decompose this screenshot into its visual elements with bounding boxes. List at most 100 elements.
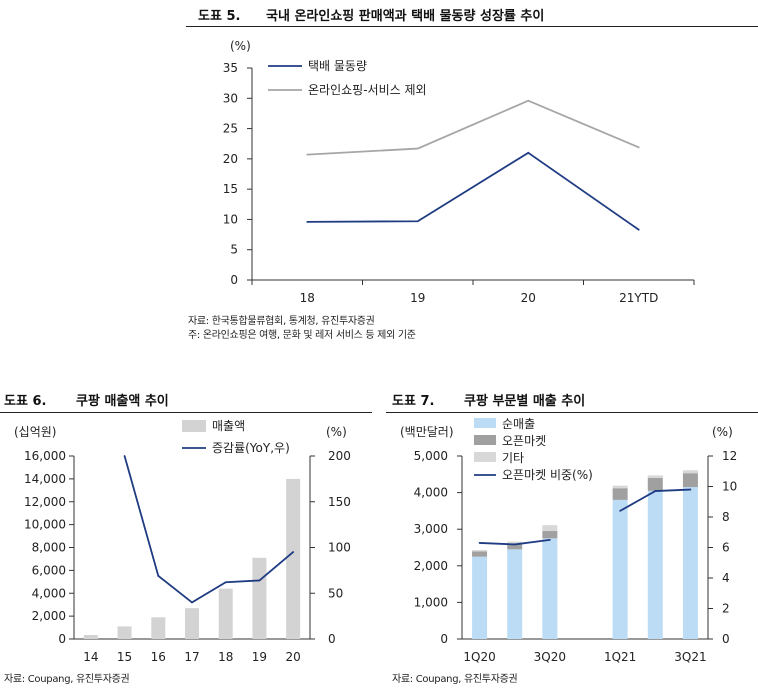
- fig6-x-tick-label: 16: [151, 650, 166, 664]
- fig5-x-tick-label: 19: [410, 291, 425, 305]
- fig5-data-point: [416, 147, 419, 150]
- fig7-share-point: [548, 538, 551, 541]
- fig7-legend-swatch: [474, 435, 496, 445]
- fig7-right-tick-label: 6: [722, 541, 730, 555]
- fig6-bar: [151, 617, 166, 639]
- fig7-left-tick-label: 0: [440, 632, 448, 646]
- fig7-bar-segment: [542, 531, 558, 539]
- fig7-right-tick-label: 4: [722, 571, 730, 585]
- fig5-x-tick-label: 18: [300, 291, 315, 305]
- fig7-bar-segment: [542, 538, 558, 639]
- fig5-title: 국내 온라인쇼핑 판매액과 택배 물동량 성장률 추이: [266, 9, 545, 24]
- fig7-legend-swatch: [474, 452, 496, 462]
- fig5-chart: (%) 0 5 10 15 20 25 30 35 18 19 20 21YTD 택배 물동량온라인쇼핑-…: [223, 39, 695, 305]
- fig7-bar-segment: [682, 473, 698, 488]
- fig5-data-point: [306, 220, 309, 223]
- fig6-x-tick-label: 14: [83, 650, 98, 664]
- fig6-legend-line-label: 증감률(YoY,우): [212, 441, 290, 455]
- fig5-y-tick-label: 25: [223, 122, 238, 136]
- fig5-note: 주: 온라인쇼핑은 여행, 문화 및 레저 서비스 등 제외 기준: [188, 330, 416, 341]
- fig7-left-tick-label: 2,000: [414, 559, 448, 573]
- fig7-left-tick-label: 5,000: [414, 449, 448, 463]
- fig7-bar-segment: [507, 543, 523, 550]
- fig6-left-tick-label: 10,000: [24, 518, 66, 532]
- fig7-legend-label: 기타: [502, 451, 524, 465]
- fig5-y-axis-label: (%): [230, 39, 251, 53]
- fig7-x-tick-label: 3Q21: [674, 650, 706, 664]
- fig6-right-axis-label: (%): [326, 425, 347, 439]
- fig5-series-line-0: [307, 151, 640, 231]
- fig6-chart: (십억원) (%) 0 2,000 4,000 6,000 8,000 10,000 12,00…: [14, 419, 351, 664]
- fig5-legend-label: 택배 물동량: [308, 59, 367, 73]
- fig6-left-tick-label: 2,000: [32, 609, 66, 623]
- fig6-legend-bar-label: 매출액: [212, 419, 245, 433]
- fig7-title-row: 도표 7. 쿠팡 부문별 매출 추이: [392, 390, 585, 409]
- fig7-share-point: [654, 490, 657, 492]
- fig6-growth-point: [123, 455, 126, 457]
- fig5-y-tick-label: 0: [230, 273, 238, 287]
- fig7-title: 쿠팡 부문별 매출 추이: [464, 394, 586, 409]
- fig5-y-tick-label: 35: [223, 61, 238, 75]
- fig5-source: 자료: 한국통합물류협회, 통계청, 유진투자증권: [188, 316, 375, 327]
- fig7-x-tick-label: 1Q20: [463, 650, 495, 664]
- fig7-x-tick-label: 3Q20: [534, 650, 566, 664]
- fig6-right-tick-label: 200: [328, 449, 351, 463]
- fig7-bar-segment: [647, 475, 663, 478]
- fig7-bar-segment: [682, 487, 698, 639]
- fig7-share-point: [619, 510, 622, 512]
- fig6-growth-line: [123, 455, 294, 604]
- fig7-chart: (백만달러) (%) 0 1,000 2,000 3,000 4,000 5,000 0 2 4 6 8…: [400, 417, 737, 664]
- fig7-share-point: [478, 542, 481, 544]
- fig6-left-tick-label: 8,000: [32, 541, 66, 555]
- fig5-data-point: [527, 99, 530, 102]
- fig6-left-tick-label: 4,000: [32, 586, 66, 600]
- fig6-left-tick-label: 6,000: [32, 563, 66, 577]
- fig6-bar: [218, 588, 233, 639]
- fig7-right-tick-label: 8: [722, 510, 730, 524]
- fig6-right-tick-label: 100: [328, 541, 351, 555]
- fig7-bar-segment: [682, 470, 698, 474]
- fig7-bar-segment: [472, 551, 488, 557]
- fig6-x-tick-label: 20: [286, 650, 301, 664]
- fig7-label: 도표 7.: [392, 394, 435, 409]
- fig6-left-tick-label: 14,000: [24, 472, 66, 486]
- fig5-data-point: [637, 146, 640, 149]
- fig6-bar: [185, 608, 199, 639]
- fig5-series-line-1: [307, 99, 640, 156]
- fig5-y-tick-label: 10: [223, 212, 238, 226]
- fig6-right-tick-label: 150: [328, 495, 351, 509]
- fig5-y-tick-label: 5: [230, 243, 238, 257]
- fig7-legend-label: 순매출: [502, 417, 535, 431]
- fig6-title-row: 도표 6. 쿠팡 매출액 추이: [4, 390, 169, 409]
- fig7-share-point: [689, 488, 692, 491]
- fig7-bar-segment: [507, 549, 523, 639]
- fig6-left-axis-label: (십억원): [14, 425, 56, 439]
- fig7-bar-segment: [647, 477, 663, 491]
- fig5-data-point: [306, 153, 309, 156]
- fig6-right-tick-label: 0: [328, 632, 336, 646]
- fig7-left-tick-label: 4,000: [414, 486, 448, 500]
- fig5-label: 도표 5.: [198, 9, 241, 24]
- fig5-x-tick-label: 20: [521, 291, 536, 305]
- fig7-bar-segment: [612, 485, 628, 489]
- fig5-x-tick-label: 21YTD: [619, 291, 658, 305]
- fig7-legend-label: 오픈마켓: [502, 434, 546, 448]
- fig6-right-tick-label: 50: [328, 586, 343, 600]
- fig7-left-tick-label: 1,000: [414, 595, 448, 609]
- fig7-right-tick-label: 12: [722, 449, 737, 463]
- fig7-right-tick-label: 10: [722, 480, 737, 494]
- fig6-growth-point: [157, 574, 160, 577]
- fig6-left-tick-label: 0: [58, 632, 66, 646]
- fig6-x-tick-label: 19: [252, 650, 267, 664]
- fig6-x-tick-label: 18: [218, 650, 233, 664]
- fig6-source: 자료: Coupang, 유진투자증권: [4, 674, 130, 685]
- fig7-left-axis-label: (백만달러): [400, 425, 454, 439]
- fig7-bar-segment: [612, 499, 628, 639]
- fig7-share-point: [513, 543, 516, 546]
- fig7-right-axis-label: (%): [712, 425, 733, 439]
- fig5-legend-label: 온라인쇼핑-서비스 제외: [308, 83, 427, 97]
- fig6-x-tick-label: 17: [184, 650, 199, 664]
- fig5-y-tick-label: 30: [223, 91, 238, 105]
- fig6-rule: [0, 412, 372, 413]
- fig7-bar-segment: [472, 556, 488, 639]
